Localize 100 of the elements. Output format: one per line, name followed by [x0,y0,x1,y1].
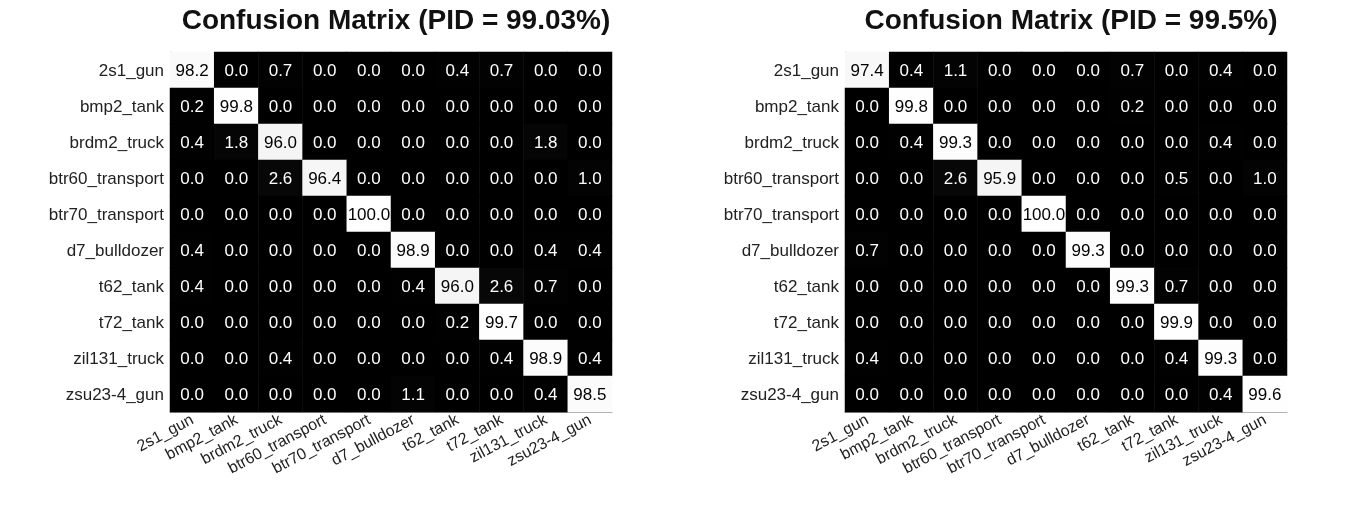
data-label: 0.0 [987,60,1012,80]
data-label: 0.0 [1208,168,1233,188]
y-tick-label: brdm2_truck [69,132,165,152]
data-label: 0.0 [578,60,602,80]
data-label: 0.4 [180,132,204,152]
data-label: 0.4 [1208,384,1233,404]
data-label: 0.0 [180,348,204,368]
data-label: 0.0 [489,168,514,188]
data-label: 0.0 [1076,204,1100,224]
data-label: 0.0 [268,240,293,260]
data-label: 0.0 [357,240,381,260]
y-tick-label: zil131_truck [73,348,165,368]
data-label: 0.0 [899,168,924,188]
data-label: 0.0 [987,312,1012,332]
data-label: 0.0 [943,348,968,368]
data-label: 0.0 [1208,276,1233,296]
data-label: 0.0 [268,96,293,116]
data-label: 0.0 [224,204,249,224]
data-label: 0.7 [533,276,558,296]
data-label: 0.0 [401,348,425,368]
y-tick-label: btr60_transport [723,168,840,188]
data-label: 0.0 [987,384,1012,404]
data-label: 0.0 [224,240,249,260]
data-label: 0.0 [855,204,879,224]
data-label: 0.0 [312,204,337,224]
data-label: 0.0 [1253,204,1277,224]
data-label: 0.4 [1208,132,1233,152]
data-label: 0.0 [987,96,1012,116]
data-label: 0.0 [899,312,924,332]
data-label: 0.7 [268,60,293,80]
data-label: 0.0 [312,96,337,116]
data-label: 0.0 [1208,240,1233,260]
data-label: 0.0 [578,204,602,224]
data-label: 0.0 [401,168,425,188]
chart-title: Confusion Matrix (PID = 99.03%) [181,3,611,35]
y-tick-label: 2s1_gun [773,60,839,80]
data-label: 98.5 [573,384,607,404]
data-label: 0.0 [357,312,381,332]
data-label: 0.0 [1253,276,1277,296]
data-label: 99.3 [1071,240,1105,260]
data-label: 0.0 [533,204,558,224]
data-label: 0.0 [1164,96,1189,116]
data-label: 0.0 [401,96,425,116]
data-label: 0.4 [180,276,204,296]
data-label: 0.0 [268,276,293,296]
data-label: 1.0 [578,168,602,188]
data-label: 0.0 [899,276,924,296]
y-tick-label: d7_bulldozer [66,240,165,260]
data-label: 99.8 [894,96,928,116]
data-label: 0.0 [943,240,968,260]
data-label: 0.0 [1120,204,1145,224]
data-label: 0.0 [1076,132,1100,152]
data-label: 0.4 [533,240,558,260]
data-label: 0.0 [1253,240,1277,260]
data-label: 0.0 [1120,240,1145,260]
data-label: 0.5 [1164,168,1189,188]
data-label: 0.4 [578,240,602,260]
data-label: 0.4 [578,348,602,368]
data-label: 0.0 [578,276,602,296]
data-label: 0.0 [943,276,968,296]
data-label: 0.0 [1120,312,1145,332]
data-label: 0.0 [180,384,204,404]
data-label: 0.0 [987,240,1012,260]
data-label: 1.0 [1253,168,1277,188]
data-label: 0.0 [224,168,249,188]
data-label: 1.1 [401,384,425,404]
data-label: 0.0 [899,348,924,368]
data-label: 0.7 [1164,276,1189,296]
data-label: 1.1 [943,60,968,80]
data-label: 99.6 [1248,384,1282,404]
data-label: 0.0 [357,60,381,80]
data-label: 0.0 [401,312,425,332]
data-label: 0.0 [855,132,879,152]
data-label: 0.0 [1208,312,1233,332]
data-label: 0.0 [1032,312,1056,332]
data-label: 0.0 [855,276,879,296]
data-label: 0.0 [1032,276,1056,296]
data-label: 0.0 [943,384,968,404]
data-label: 0.0 [357,384,381,404]
data-label: 0.4 [1208,60,1233,80]
y-tick-label: btr60_transport [48,168,165,188]
data-label: 0.0 [1076,384,1100,404]
data-label: 0.0 [180,204,204,224]
data-label: 0.0 [445,132,470,152]
data-label: 0.4 [533,384,558,404]
data-label: 0.0 [987,276,1012,296]
data-label: 0.0 [1164,132,1189,152]
data-label: 0.0 [855,312,879,332]
data-label: 0.0 [1032,168,1056,188]
y-tick-label: 2s1_gun [98,60,164,80]
data-label: 0.0 [943,312,968,332]
data-label: 0.0 [1208,204,1233,224]
chart-title: Confusion Matrix (PID = 99.5%) [864,3,1278,35]
data-label: 96.0 [440,276,474,296]
data-label: 0.0 [1076,312,1100,332]
data-label: 0.0 [1164,384,1189,404]
y-tick-label: t72_tank [773,312,840,332]
data-label: 0.0 [357,348,381,368]
data-label: 0.0 [943,96,968,116]
data-label: 0.0 [357,132,381,152]
